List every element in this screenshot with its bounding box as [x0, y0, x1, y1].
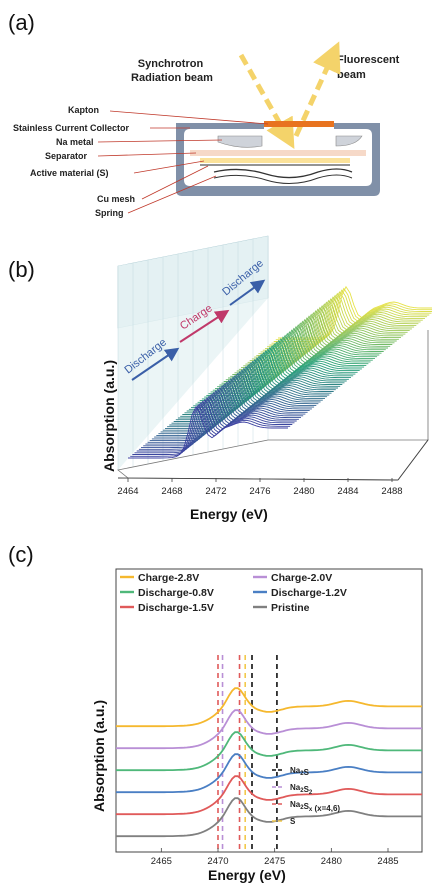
c-tick-label: 2470 [207, 856, 228, 867]
panel-c-xticks: 2465 2470 2475 2480 2485 [151, 848, 399, 867]
xanes-curve [116, 709, 422, 750]
c-tick-label: 2480 [321, 856, 342, 867]
waterfall-curve [143, 393, 304, 447]
beam-in-line-1: Synchrotron [138, 58, 204, 70]
waterfall-curves [128, 285, 432, 459]
panel-c-ylabel: Absorption (a.u.) [91, 700, 107, 812]
panel-b-letter: (b) [8, 257, 35, 282]
leader-lines [97, 110, 269, 214]
waterfall-curve [156, 383, 317, 436]
right-edge [397, 439, 429, 481]
beam-out-label: Fluorescent beam [337, 54, 402, 81]
ref-legend-label: Na2S [290, 766, 310, 777]
label-spring: Spring [95, 208, 124, 218]
c-tick-label: 2485 [377, 856, 398, 867]
kapton-window [264, 121, 334, 127]
label-kapton: Kapton [68, 105, 99, 115]
waterfall-curve [171, 371, 332, 424]
reference-legend: Na2S Na2S2 Na2Sx (x=4,6) S [272, 766, 340, 826]
na-metal-right [335, 135, 363, 147]
xanes-curves [116, 687, 422, 838]
waterfall-curve [147, 390, 308, 443]
legend-label: Pristine [271, 602, 310, 614]
waterfall-curve [130, 404, 291, 457]
panel-a: (a) Synchrotron Radiation beam Fluoresce… [8, 10, 402, 218]
panel-b-xlabel: Energy (eV) [190, 506, 268, 522]
panel-b-xticks: 2464 2468 2472 2476 2480 2484 2488 [117, 478, 403, 497]
b-tick-label: 2484 [337, 486, 358, 497]
na-metal [217, 135, 263, 148]
b-tick-label: 2476 [249, 486, 270, 497]
b-tick-label: 2488 [381, 486, 402, 497]
panel-c-letter: (c) [8, 542, 34, 567]
b-tick-label: 2468 [161, 486, 182, 497]
arrow-charge [179, 309, 230, 343]
legend-label: Discharge-1.2V [271, 587, 347, 599]
reference-lines [217, 655, 278, 852]
fluorescent-beam [293, 41, 341, 138]
legend-label: Discharge-0.8V [138, 587, 214, 599]
waterfall-curve [128, 405, 288, 459]
xanes-curve [116, 687, 422, 728]
series-legend: Charge-2.8V Charge-2.0V Discharge-0.8V Disc… [120, 572, 347, 614]
b-tick-label: 2480 [293, 486, 314, 497]
xanes-curve [116, 775, 422, 816]
panel-c-xlabel: Energy (eV) [208, 867, 286, 883]
waterfall-curve [154, 384, 315, 438]
waterfall-curve [136, 398, 297, 452]
b-tick-label: 2472 [205, 486, 226, 497]
waterfall-curve [134, 400, 295, 454]
active-layer [200, 158, 350, 163]
arrow-discharge-1 [131, 347, 180, 381]
xanes-curve [116, 797, 422, 838]
legend-label: Charge-2.0V [271, 572, 332, 584]
beam-in-line-2: Radiation beam [131, 72, 213, 84]
waterfall-curve [165, 376, 325, 429]
label-active: Active material (S) [30, 168, 109, 178]
panel-b: (b) Discharge Charge Discharge Absorptio… [8, 235, 432, 522]
label-na-metal: Na metal [56, 137, 94, 147]
ref-legend-label: Na2Sx (x=4,6) [290, 800, 340, 813]
panel-c: (c) Charge-2.8V Charge-2.0V Discharge-0.8V… [8, 542, 423, 883]
waterfall-curve [167, 374, 328, 428]
x-axis-line [117, 477, 399, 481]
waterfall-curve [173, 369, 334, 422]
xanes-curve [116, 731, 422, 772]
waterfall-curve [160, 379, 321, 433]
label-collector: Stainless Current Collector [13, 123, 130, 133]
c-tick-label: 2465 [151, 856, 172, 867]
ref-legend-label: S [290, 817, 296, 826]
waterfall-curve [141, 395, 301, 449]
waterfall-curve [132, 402, 293, 455]
spring-shape [213, 168, 353, 179]
label-separator: Separator [45, 151, 88, 161]
b-tick-label: 2464 [117, 486, 138, 497]
waterfall-curve [169, 372, 330, 426]
waterfall-curve [149, 388, 310, 442]
waterfall-curve [158, 381, 319, 435]
panel-b-ylabel: Absorption (a.u.) [101, 360, 117, 472]
waterfall-curve [145, 391, 306, 445]
cell-case [176, 123, 380, 196]
waterfall-curve [138, 397, 299, 450]
legend-label: Discharge-1.5V [138, 602, 214, 614]
label-cu-mesh: Cu mesh [97, 194, 135, 204]
c-tick-label: 2475 [264, 856, 285, 867]
waterfall-curve [151, 386, 312, 440]
panel-a-letter: (a) [8, 10, 35, 35]
ref-legend-label: Na2S2 [290, 783, 313, 796]
legend-label: Charge-2.8V [138, 572, 199, 584]
xanes-curve [116, 753, 422, 794]
separator-layer [190, 150, 366, 156]
beam-in-label: Synchrotron Radiation beam [131, 58, 213, 84]
spring-shape-2 [213, 174, 353, 184]
beam-out-line-2: beam [337, 69, 366, 81]
waterfall-curve [162, 378, 323, 431]
plot-frame [115, 568, 423, 853]
beam-out-line-1: Fluorescent [337, 54, 400, 66]
arrow-discharge-2 [229, 279, 266, 306]
